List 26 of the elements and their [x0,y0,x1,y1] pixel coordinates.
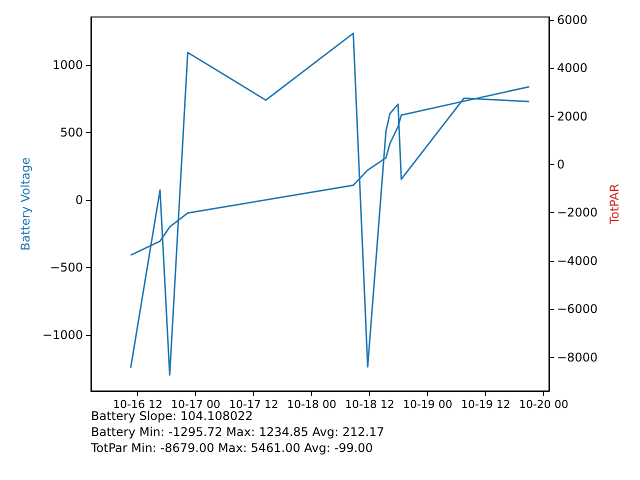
y2-tick-label: 4000 [557,61,588,76]
y2-tick-label: −4000 [557,254,598,268]
x-tick-label: 10-18 12 [344,398,394,411]
y-tick-label: 0 [75,193,83,208]
x-tick-label: 10-20 00 [518,398,568,411]
x-tick-label: 10-19 12 [460,398,510,411]
text: TotPar Min: -8679.00 Max: 5461.00 Avg: -99.00 [90,441,373,455]
y2-tick-label: −8000 [557,350,598,364]
y2-axis-title: TotPAR [607,184,622,226]
y2-tick-label: −6000 [557,302,598,316]
y2-tick-label: −2000 [557,206,598,220]
y2-tick-label: 0 [557,158,565,172]
y2-tick-label: 6000 [557,13,588,28]
y-axis-title: Battery Voltage [18,157,33,251]
x-tick-label: 10-19 00 [402,398,452,411]
y-tick-label: −500 [50,260,83,275]
x-tick-label: 10-16 12 [112,398,162,411]
text: Battery Slope: 104.108022 [91,409,253,423]
x-tick-label: 10-17 00 [170,398,220,411]
x-tick-label: 10-17 12 [228,398,278,411]
x-tick-label: 10-18 00 [286,398,336,411]
y-tick-label: 1000 [52,58,83,72]
y-tick-label: 500 [60,126,83,140]
text: Battery Min: -1295.72 Max: 1234.85 Avg: 212.17 [91,425,384,439]
y2-tick-label: 2000 [557,109,588,124]
y-tick-label: −1000 [42,328,83,342]
